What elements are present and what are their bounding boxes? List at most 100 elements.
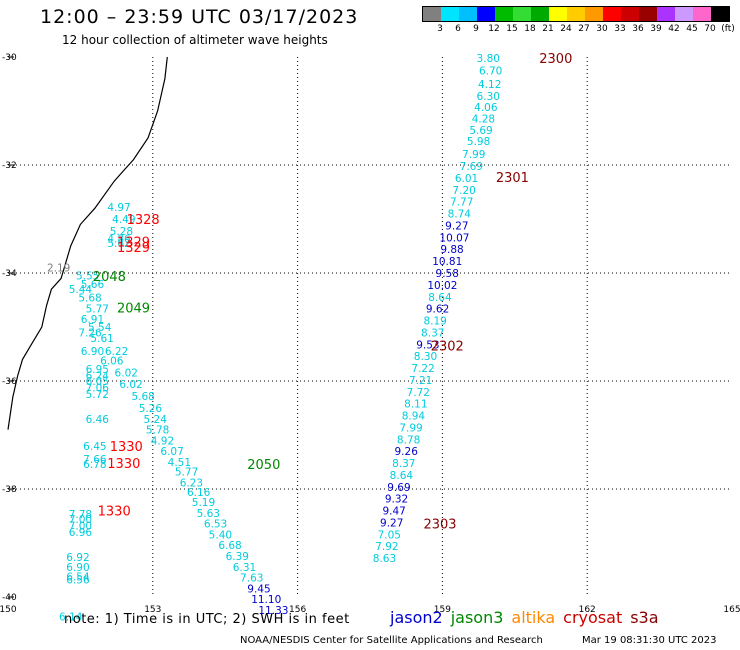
- legend-swatch: [549, 7, 567, 21]
- wave-height-value: 10.02: [427, 280, 457, 292]
- wave-height-value: 11.33: [258, 605, 288, 617]
- wave-height-value: 7.21: [409, 375, 432, 387]
- wave-height-value: 6.90: [66, 562, 89, 574]
- wave-height-value: 6.02: [119, 379, 142, 391]
- legend-label: 30: [596, 24, 608, 34]
- wave-height-value: 8.11: [404, 399, 427, 411]
- legend-label: 36: [632, 24, 644, 34]
- wave-height-value: 6.91: [81, 314, 104, 326]
- time-label: 2048: [93, 270, 126, 285]
- wave-height-value: 9.45: [247, 583, 270, 595]
- wave-height-value: 8.30: [414, 351, 437, 363]
- wave-height-value: 2.19: [47, 263, 70, 275]
- wave-height-value: 6.23: [180, 478, 203, 490]
- map-title: 12:00 – 23:59 UTC 03/17/2023: [40, 6, 359, 28]
- wave-height-value: 8.37: [421, 327, 444, 339]
- wave-height-value: 7.22: [411, 363, 434, 375]
- wave-height-value: 7.06: [86, 382, 110, 394]
- satellite-jason2: jason2: [390, 608, 443, 627]
- wave-height-value: 6.70: [479, 66, 502, 78]
- legend-label: 12: [488, 24, 500, 34]
- lon-tick-label: 165: [723, 605, 740, 615]
- wave-height-value: 5.66: [81, 279, 105, 291]
- wave-height-value: 5.78: [146, 425, 169, 437]
- wave-height-value: 7.99: [399, 422, 422, 434]
- wave-height-value: 5.44: [69, 284, 93, 296]
- wave-height-value: 6.07: [160, 446, 183, 458]
- wave-height-value: 6.06: [100, 355, 124, 367]
- wave-height-value: 5.62: [107, 238, 130, 250]
- wave-height-value: 6.95: [86, 364, 109, 376]
- wave-height-value: 8.74: [448, 209, 472, 221]
- lon-tick-label: 159: [434, 605, 451, 615]
- wave-height-value: 6.46: [86, 414, 110, 426]
- wave-height-value: 6.90: [81, 346, 104, 358]
- wave-height-value: 6.30: [477, 91, 500, 103]
- legend-label: 45: [686, 24, 698, 34]
- wave-height-value: 5.69: [469, 125, 492, 137]
- legend-swatch: [477, 7, 495, 21]
- wave-height-value: 9.32: [385, 494, 408, 506]
- lon-tick-label: 162: [579, 605, 596, 615]
- lat-tick-label: -40: [2, 593, 17, 603]
- legend-label: 70: [704, 24, 716, 34]
- wave-height-value: 4.28: [472, 114, 495, 126]
- axis-tick-labels: 150 153 156 159 162 165 -30 -32 -34 -36 -38 -40: [0, 53, 740, 615]
- wave-height-value: 5.28: [110, 226, 133, 238]
- wave-height-value: 7.99: [462, 149, 485, 161]
- wave-height-value: 5.19: [192, 497, 215, 509]
- wave-height-value: 5.55: [76, 271, 99, 283]
- wave-height-value: 7.63: [240, 573, 263, 585]
- wave-height-value: 6.01: [455, 173, 478, 185]
- time-label: 1328: [127, 213, 160, 228]
- wave-height-value: 6.24: [86, 371, 110, 383]
- wave-height-value: 4.06: [474, 102, 498, 114]
- wave-height-value: 7.78: [69, 509, 92, 521]
- wave-height-value: 5.68: [131, 391, 154, 403]
- satellite-altika: altika: [511, 608, 556, 627]
- lon-tick-label: 150: [0, 605, 17, 615]
- lat-tick-label: -38: [2, 485, 17, 495]
- wave-height-value: 7.77: [450, 197, 473, 209]
- legend-label: 42: [668, 24, 680, 34]
- legend-swatch: [711, 7, 729, 21]
- wave-height-value: 11.10: [251, 594, 281, 606]
- legend-swatch: [495, 7, 513, 21]
- legend-swatch: [513, 7, 531, 21]
- lon-tick-label: 153: [144, 605, 161, 615]
- legend-swatch: [639, 7, 657, 21]
- legend-label: 21: [542, 24, 554, 34]
- wave-height-value: 7.92: [375, 541, 398, 553]
- wave-height-value: 5.98: [467, 136, 490, 148]
- wave-height-value: 5.40: [209, 529, 232, 541]
- wave-height-value: 9.88: [440, 244, 463, 256]
- wave-height-value: 8.19: [423, 316, 446, 328]
- wave-height-value: 6.45: [83, 441, 106, 453]
- wave-height-value: 7.05: [378, 529, 401, 541]
- legend-label: 9: [473, 24, 479, 34]
- color-scale-legend: 3 6 9 12 15 18 21 24 27 30 33 36 39 42 45 70 (ft): [422, 6, 735, 36]
- time-label: 1330: [98, 505, 131, 520]
- wave-height-value: 7.26: [78, 327, 102, 339]
- wave-height-value: 5.63: [197, 508, 220, 520]
- wave-height-value: 7.69: [460, 161, 483, 173]
- lat-tick-label: -30: [2, 53, 17, 63]
- legend-swatch: [567, 7, 585, 21]
- wave-height-value: 7.72: [407, 387, 430, 399]
- legend-label: 27: [578, 24, 590, 34]
- time-label: 2049: [117, 302, 150, 317]
- time-label: 1329: [117, 241, 150, 256]
- legend-label: 33: [614, 24, 626, 34]
- satellite-legend: jason2 jason3 altika cryosat s3a: [390, 608, 667, 627]
- map-subtitle: 12 hour collection of altimeter wave hei…: [62, 33, 328, 47]
- satellite-cryosat: cryosat: [563, 608, 623, 627]
- lat-tick-label: -32: [2, 161, 17, 171]
- wave-height-value: 7.00: [69, 521, 92, 533]
- coastline: [7, 56, 168, 430]
- legend-swatch: [531, 7, 549, 21]
- wave-height-value: 9.26: [395, 446, 419, 458]
- wave-height-value: 5.77: [175, 467, 198, 479]
- wave-height-value: 6.39: [226, 551, 249, 563]
- time-label: 1329: [117, 236, 150, 251]
